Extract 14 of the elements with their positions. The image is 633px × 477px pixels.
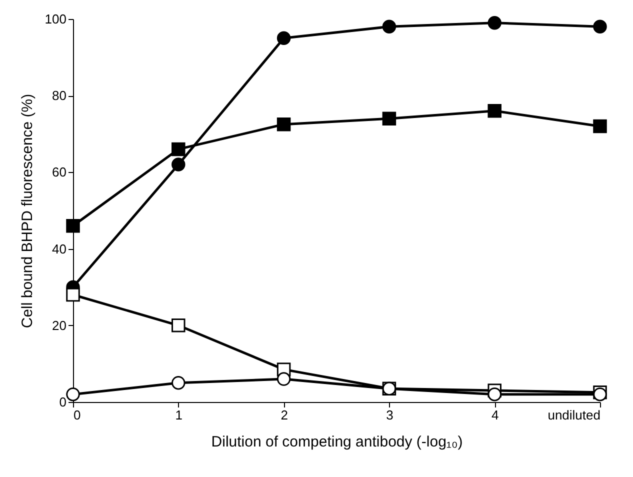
x-tick-label: 0	[74, 408, 81, 422]
y-tick-label: 0	[59, 394, 66, 410]
x-tick-label: 3	[386, 408, 394, 422]
x-tick-label: undiluted	[548, 408, 600, 422]
x-tick-label: 4	[491, 408, 499, 422]
y-tick-label: 80	[52, 88, 66, 104]
y-tick-label: 60	[52, 164, 66, 180]
y-axis-title: Cell bound BHPD fluorescence (%)	[18, 94, 36, 328]
y-tick-label: 100	[44, 12, 66, 26]
y-tick-label: 20	[52, 318, 66, 333]
x-tick-label: 1	[175, 408, 183, 422]
x-tick-label: 2	[280, 408, 288, 422]
x-axis-title: Dilution of competing antibody (-log₁₀)	[211, 434, 463, 450]
y-tick-label: 40	[52, 241, 66, 256]
